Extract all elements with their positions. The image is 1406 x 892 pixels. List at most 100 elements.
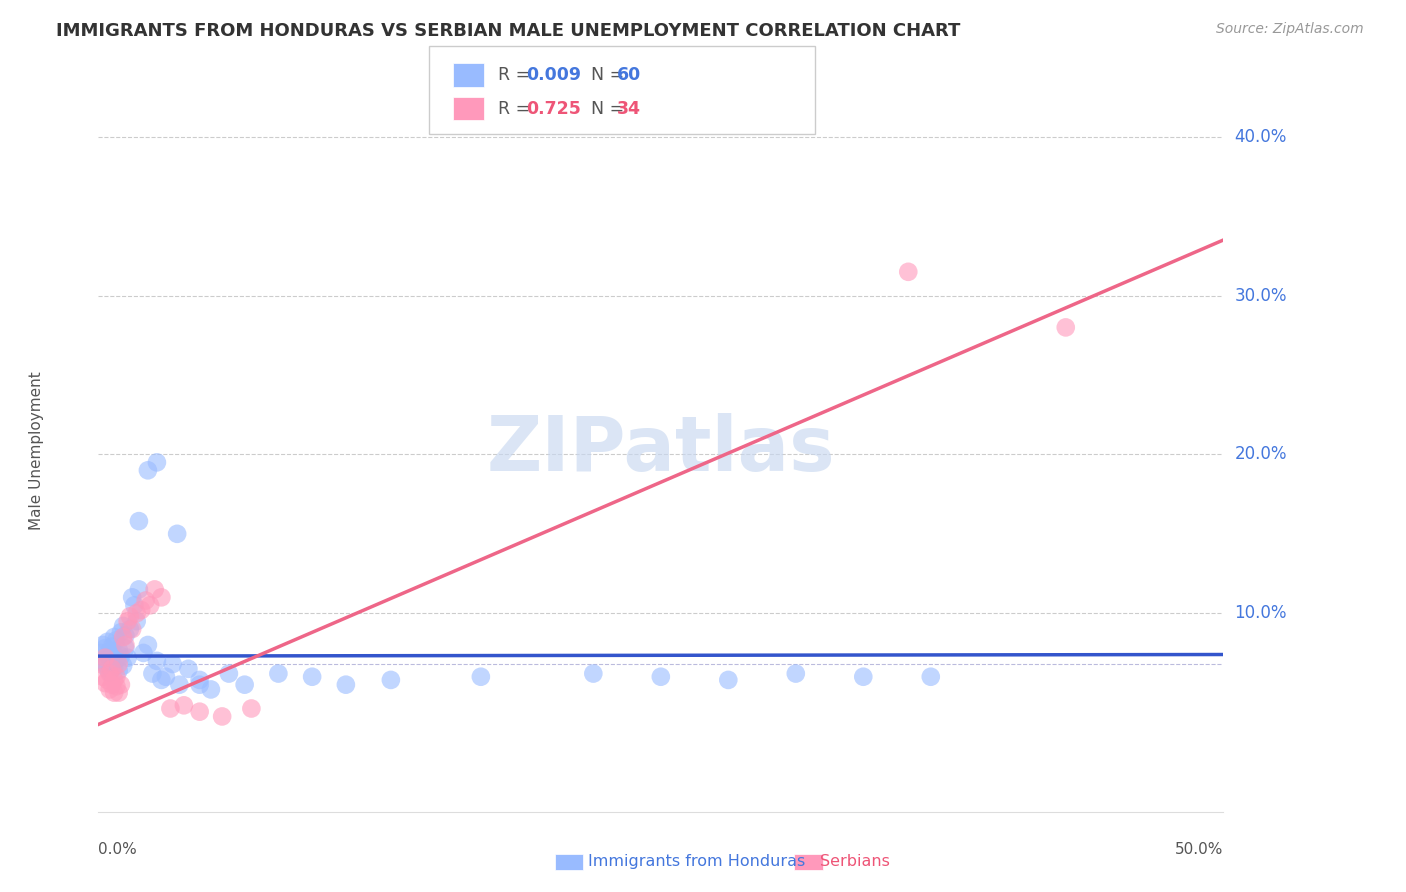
Point [129,603,152,617]
Point [105,633,128,648]
Point [124,599,146,613]
Point [105,652,128,666]
Point [146,654,169,668]
Point [91,670,114,684]
Point [110,649,132,664]
Text: R =: R = [498,100,536,118]
Point [105,679,128,693]
Point [218,666,240,681]
Point [470,670,492,684]
Text: Serbians: Serbians [820,855,890,869]
Point [139,599,162,613]
Text: Immigrants from Honduras: Immigrants from Honduras [588,855,806,869]
Point [118,609,141,624]
Point [169,678,191,692]
Point [101,678,124,692]
Point [103,630,125,644]
Point [103,660,125,674]
Point [146,455,169,469]
Text: 50.0%: 50.0% [1175,842,1223,857]
Point [98,665,121,679]
Point [94,650,117,665]
Point [91,638,114,652]
Point [717,673,740,687]
Point [112,630,135,644]
Point [121,591,143,605]
Point [177,662,200,676]
Point [159,701,181,715]
Point [112,658,135,673]
Point [162,657,184,671]
Point [380,673,402,687]
Point [128,582,150,597]
Point [335,678,357,692]
Point [98,682,121,697]
Point [114,638,136,652]
Text: 0.009: 0.009 [526,66,581,84]
Point [107,664,129,678]
Text: 0.725: 0.725 [526,100,581,118]
Text: 10.0%: 10.0% [1234,604,1286,623]
Point [118,622,141,636]
Point [125,606,148,620]
Point [107,685,129,699]
Point [107,657,129,671]
Point [94,641,117,656]
Point [94,657,117,671]
Point [166,526,188,541]
Text: 60: 60 [617,66,641,84]
Point [150,673,173,687]
Point [785,666,807,681]
Point [143,582,166,597]
Point [103,673,125,687]
Point [103,685,125,699]
Point [90,646,112,660]
Text: 0.0%: 0.0% [98,842,138,857]
Point [96,662,118,676]
Point [117,650,139,665]
Point [110,625,132,640]
Point [211,709,233,723]
Text: Source: ZipAtlas.com: Source: ZipAtlas.com [1216,22,1364,37]
Point [650,670,672,684]
Point [188,678,211,692]
Point [125,614,148,628]
Point [188,673,211,687]
Point [101,640,124,654]
Point [141,666,163,681]
Point [96,635,118,649]
Point [233,678,256,692]
Point [582,666,605,681]
Point [91,654,114,668]
Point [107,642,129,657]
Point [200,682,222,697]
Point [136,638,159,652]
Text: N =: N = [591,100,630,118]
Point [114,628,136,642]
Point [188,705,211,719]
Point [173,698,195,713]
Point [98,650,121,665]
Point [150,591,173,605]
Point [112,619,135,633]
Point [1054,320,1077,334]
Point [103,648,125,662]
Point [98,644,121,658]
Point [897,265,920,279]
Point [110,678,132,692]
Text: N =: N = [591,66,630,84]
Point [240,701,263,715]
Text: ZIPatlas: ZIPatlas [486,414,835,487]
Point [121,622,143,636]
Text: 34: 34 [617,100,641,118]
Point [117,614,139,628]
Text: 20.0%: 20.0% [1234,445,1286,464]
Point [267,666,290,681]
Point [920,670,942,684]
Text: 40.0%: 40.0% [1234,128,1286,145]
Point [90,657,112,671]
Point [114,641,136,656]
Point [101,656,124,670]
Point [96,673,118,687]
Text: IMMIGRANTS FROM HONDURAS VS SERBIAN MALE UNEMPLOYMENT CORRELATION CHART: IMMIGRANTS FROM HONDURAS VS SERBIAN MALE… [56,22,960,40]
